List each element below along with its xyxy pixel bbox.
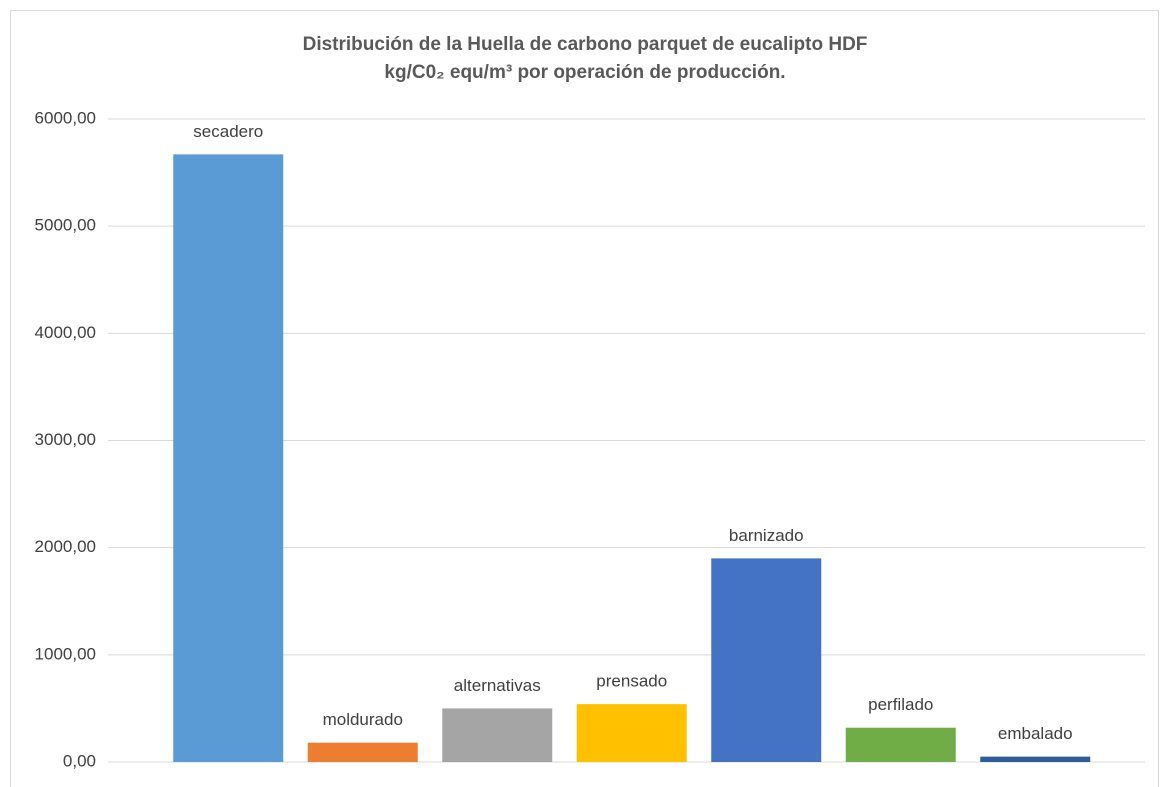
- data-label: moldurado: [323, 710, 403, 729]
- bar: [442, 708, 553, 762]
- data-label: prensado: [596, 672, 667, 691]
- data-label: alternativas: [454, 676, 541, 695]
- bar: [980, 756, 1091, 762]
- bar: [711, 558, 822, 762]
- data-label: perfilado: [868, 695, 933, 714]
- bar: [576, 704, 687, 762]
- y-tick-label: 6000,00: [35, 108, 96, 127]
- bar: [307, 742, 418, 762]
- y-tick-label: 4000,00: [35, 323, 96, 342]
- data-label: embalado: [998, 724, 1073, 743]
- y-tick-label: 2000,00: [35, 537, 96, 556]
- chart-title: kg/C0₂ equ/m³ por operación de producció…: [384, 62, 785, 83]
- bar: [173, 154, 284, 763]
- chart-title: Distribución de la Huella de carbono par…: [303, 34, 868, 55]
- data-label: secadero: [193, 122, 263, 141]
- y-tick-label: 0,00: [63, 751, 96, 770]
- bar: [845, 727, 956, 762]
- y-tick-label: 1000,00: [35, 644, 96, 663]
- y-tick-label: 3000,00: [35, 430, 96, 449]
- y-tick-label: 5000,00: [35, 216, 96, 235]
- data-label: barnizado: [729, 526, 804, 545]
